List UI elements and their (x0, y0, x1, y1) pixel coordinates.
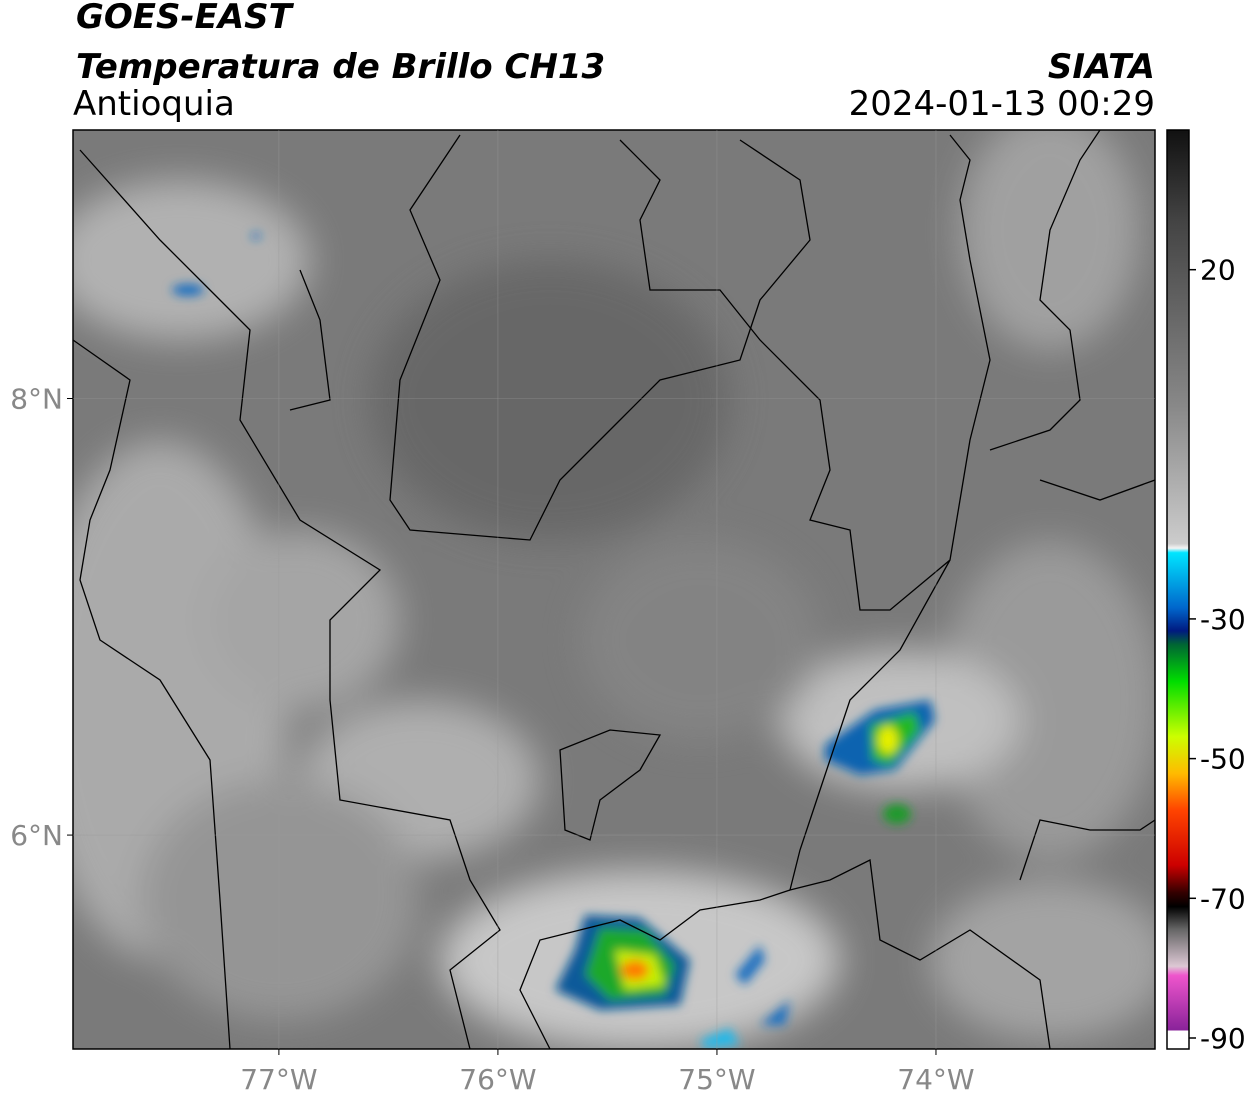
x-tick-label: 76°W (459, 1063, 536, 1096)
colorbar-tick-label: -90 (1200, 1022, 1246, 1055)
x-tick-label: 74°W (897, 1063, 974, 1096)
region: Antioquia (73, 84, 235, 124)
map-frame (72, 129, 1156, 1050)
title: GOES-EAST (76, 0, 295, 37)
y-tick-label: 8°N (10, 382, 63, 415)
x-tick-label: 77°W (240, 1063, 317, 1096)
x-tick-label: 75°W (678, 1063, 755, 1096)
colorbar-tick-label: 20 (1200, 254, 1236, 287)
subtitle: Temperatura de Brillo CH13 (76, 47, 605, 87)
colorbar (1166, 129, 1190, 1050)
colorbar-tick-label: -70 (1200, 882, 1246, 915)
colorbar-tick-label: -50 (1200, 743, 1246, 776)
satellite-image (73, 130, 1155, 1049)
source: SIATA (1048, 47, 1155, 87)
y-tick-label: 6°N (10, 819, 63, 852)
colorbar-tick-label: -30 (1200, 603, 1246, 636)
datetime: 2024-01-13 00:29 (849, 84, 1155, 124)
